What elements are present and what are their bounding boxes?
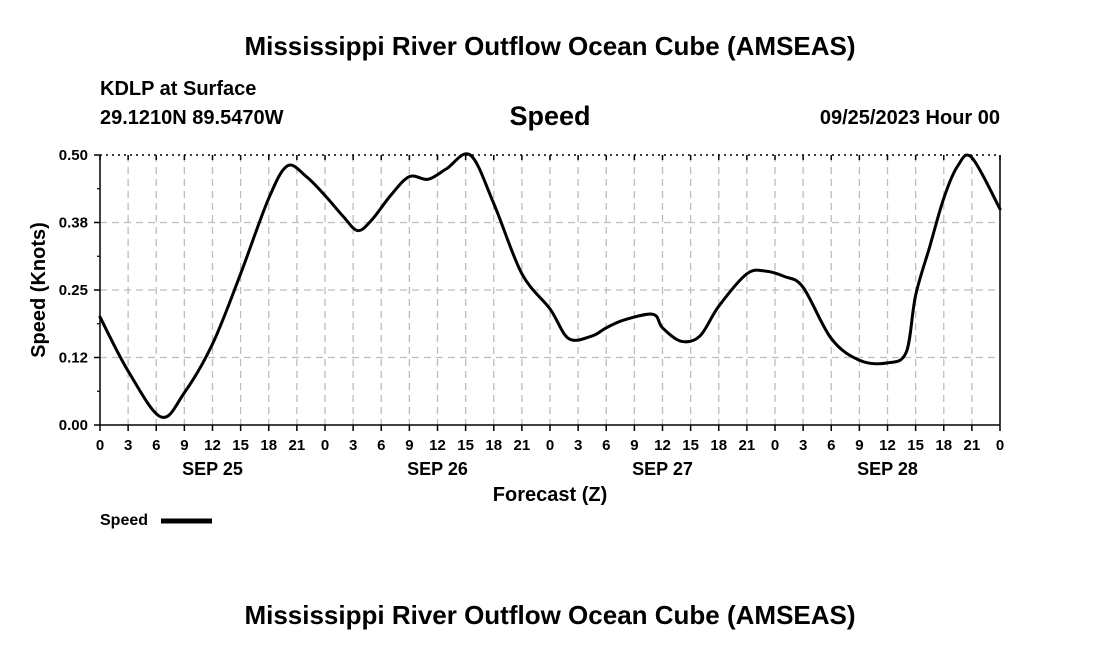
x-tick-label: 3 <box>799 437 807 454</box>
footer-title: Mississippi River Outflow Ocean Cube (AM… <box>244 600 855 630</box>
x-tick-label: 9 <box>855 437 863 454</box>
x-tick-label: 12 <box>204 437 221 454</box>
coordinates-label: 29.1210N 89.5470W <box>100 107 284 129</box>
x-tick-label: 0 <box>996 437 1004 454</box>
x-tick-label: 12 <box>879 437 896 454</box>
tick-labels: 0.00 0.12 0.25 0.38 0.50 0 3 6 9 12 15 18 21 0 3 6 9 12 15… <box>59 147 1004 479</box>
x-axis-title: Forecast (Z) <box>493 484 607 506</box>
x-tick-label: 3 <box>124 437 132 454</box>
date-label: SEP 28 <box>857 459 918 479</box>
x-tick-label: 12 <box>429 437 446 454</box>
speed-series-line <box>98 152 1002 419</box>
y-tick-label: 0.00 <box>59 417 88 434</box>
chart-header-title: Mississippi River Outflow Ocean Cube (AM… <box>244 31 855 61</box>
x-tick-label: 21 <box>289 437 306 454</box>
y-tick-label: 0.25 <box>59 282 88 299</box>
station-label: KDLP at Surface <box>100 78 256 100</box>
y-tick-label: 0.38 <box>59 215 88 232</box>
x-tick-label: 15 <box>907 437 924 454</box>
chart-title: Speed <box>509 101 590 131</box>
grid-lines <box>100 155 1000 425</box>
legend-label: Speed <box>100 512 148 529</box>
x-tick-label: 6 <box>377 437 385 454</box>
y-tick-label: 0.12 <box>59 350 88 367</box>
x-tick-label: 3 <box>574 437 582 454</box>
date-label: SEP 27 <box>632 459 693 479</box>
x-tick-label: 15 <box>457 437 474 454</box>
x-tick-label: 18 <box>485 437 502 454</box>
x-tick-label: 9 <box>405 437 413 454</box>
x-tick-label: 18 <box>260 437 277 454</box>
x-tick-label: 15 <box>682 437 699 454</box>
x-tick-label: 3 <box>349 437 357 454</box>
x-tick-label: 0 <box>546 437 554 454</box>
x-tick-label: 18 <box>935 437 952 454</box>
x-tick-label: 21 <box>964 437 981 454</box>
y-tick-label: 0.50 <box>59 147 88 164</box>
date-label: SEP 25 <box>182 459 243 479</box>
x-tick-label: 9 <box>180 437 188 454</box>
x-tick-label: 21 <box>514 437 531 454</box>
date-label: SEP 26 <box>407 459 468 479</box>
x-tick-label: 0 <box>96 437 104 454</box>
x-tick-label: 6 <box>827 437 835 454</box>
x-tick-label: 9 <box>630 437 638 454</box>
x-tick-label: 6 <box>152 437 160 454</box>
x-tick-label: 18 <box>710 437 727 454</box>
x-tick-label: 6 <box>602 437 610 454</box>
x-tick-label: 0 <box>321 437 329 454</box>
tick-marks <box>94 154 1001 431</box>
x-tick-label: 21 <box>739 437 756 454</box>
y-axis-title: Speed (Knots) <box>28 222 50 358</box>
x-tick-label: 0 <box>771 437 779 454</box>
x-tick-label: 15 <box>232 437 249 454</box>
x-tick-label: 12 <box>654 437 671 454</box>
datetime-label: 09/25/2023 Hour 00 <box>820 107 1000 129</box>
